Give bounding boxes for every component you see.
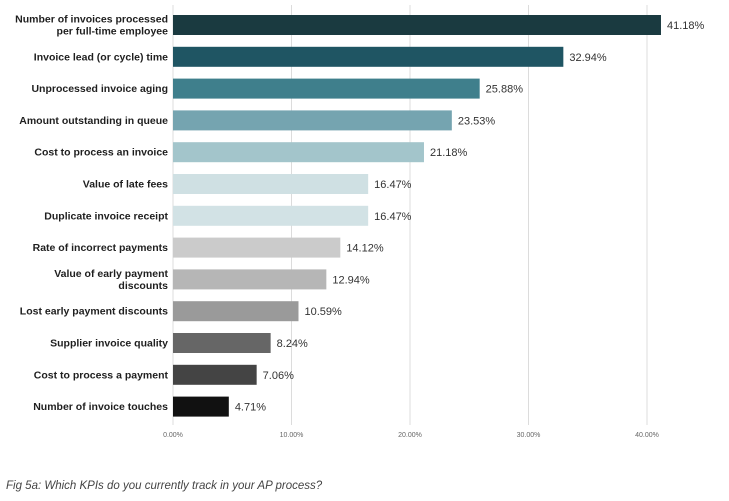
category-label: Lost early payment discounts	[20, 306, 168, 318]
value-label: 25.88%	[486, 84, 524, 96]
value-label: 23.53%	[458, 115, 496, 127]
value-label: 7.06%	[263, 370, 294, 382]
bar	[173, 174, 369, 194]
value-label: 10.59%	[304, 306, 342, 318]
bars-layer	[173, 15, 661, 417]
bar	[173, 301, 299, 322]
value-label: 21.18%	[430, 147, 468, 159]
bar	[173, 364, 257, 385]
bar	[173, 333, 271, 353]
category-label: Supplier invoice quality	[50, 338, 168, 350]
value-label: 41.18%	[667, 20, 705, 32]
x-tick-label: 30.00%	[517, 432, 541, 439]
bar	[173, 269, 327, 290]
bar-chart: Number of invoices processed per full-tim…	[15, 5, 705, 439]
value-label: 4.71%	[235, 402, 266, 414]
value-label: 16.47%	[374, 211, 412, 223]
bar	[173, 237, 341, 258]
bar	[173, 78, 480, 99]
category-label: Duplicate invoice receipt	[44, 210, 168, 222]
category-label: Number of invoices processed per full-tim…	[15, 14, 168, 38]
category-label: Value of early payment discounts	[54, 268, 168, 292]
category-label: Cost to process an invoice	[34, 147, 168, 159]
x-tick-label: 40.00%	[635, 432, 659, 439]
grid-layer	[172, 5, 648, 425]
category-label: Invoice lead (or cycle) time	[34, 51, 168, 63]
bar	[173, 110, 452, 131]
value-label: 14.12%	[346, 243, 384, 255]
bar	[173, 205, 369, 226]
category-label: Rate of incorrect payments	[33, 242, 169, 254]
value-label: 8.24%	[277, 338, 308, 350]
category-label: Value of late fees	[83, 179, 168, 191]
category-label: Cost to process a payment	[34, 369, 169, 381]
x-tick-label: 0.00%	[163, 432, 183, 439]
value-label: 12.94%	[332, 274, 370, 286]
value-label: 32.94%	[569, 52, 607, 64]
labels-layer: Number of invoices processed per full-tim…	[15, 14, 704, 414]
category-label: Unprocessed invoice aging	[31, 83, 168, 95]
ticks-layer: 0.00% 10.00% 20.00% 30.00% 40.00%	[163, 432, 659, 439]
bar	[173, 15, 661, 35]
x-tick-label: 20.00%	[398, 432, 422, 439]
value-label: 16.47%	[374, 179, 412, 191]
x-tick-label: 10.00%	[280, 432, 304, 439]
category-label: Number of invoice touches	[33, 401, 168, 413]
bar	[173, 142, 424, 163]
category-label: Amount outstanding in queue	[19, 115, 168, 127]
bar	[173, 396, 229, 417]
bar	[173, 46, 564, 67]
figure-caption: Fig 5a: Which KPIs do you currently trac…	[6, 480, 323, 492]
